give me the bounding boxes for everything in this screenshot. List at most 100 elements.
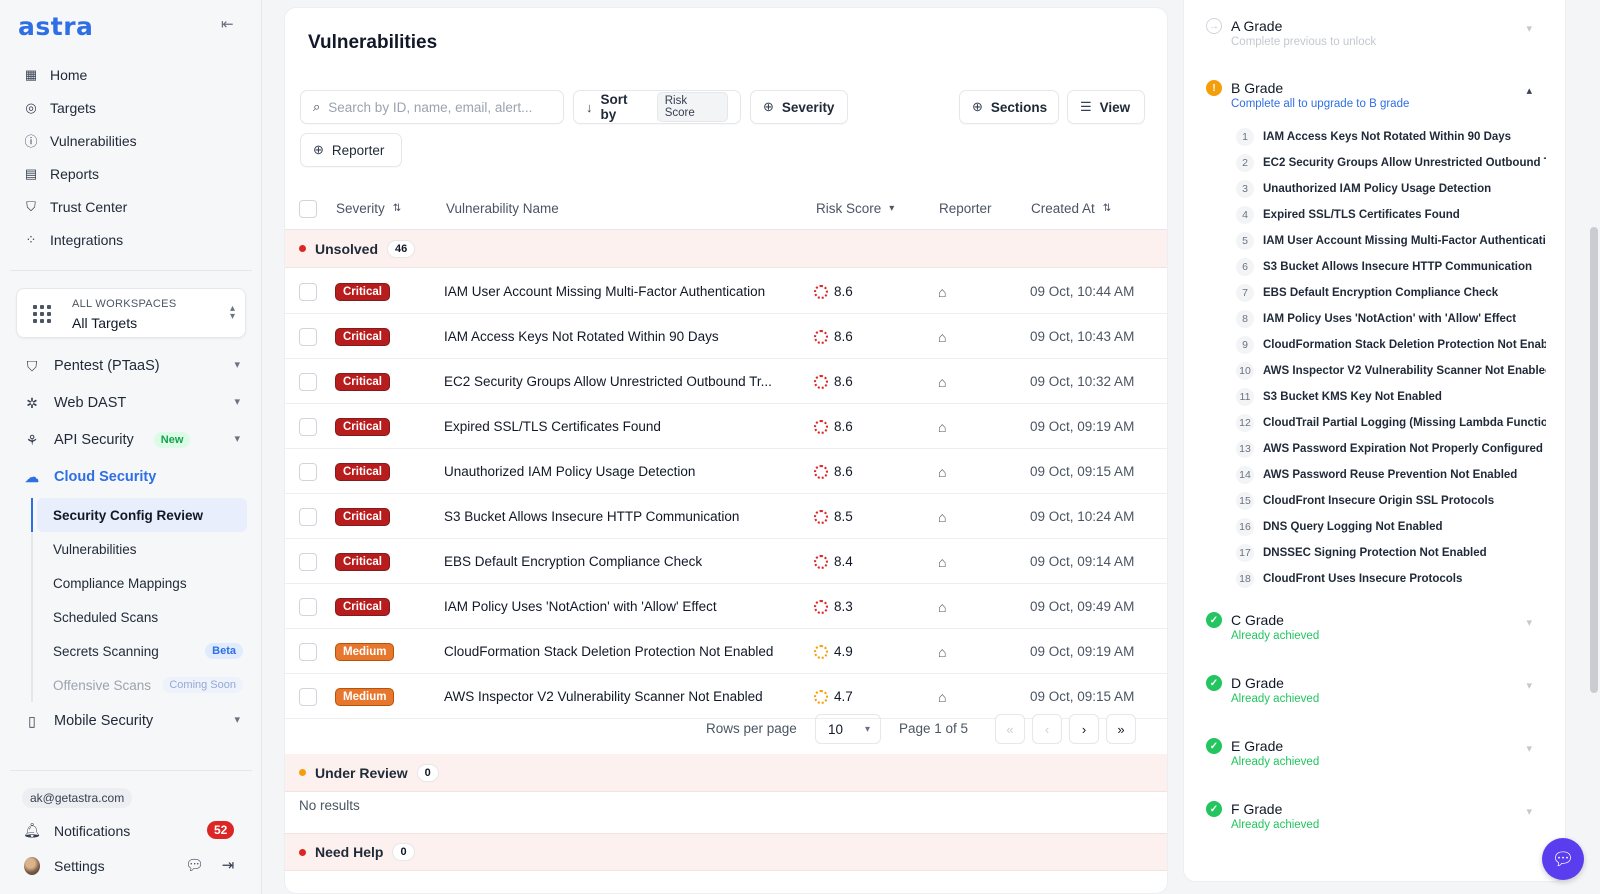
search-box[interactable]: ⌕ [300,90,564,124]
table-row[interactable]: Critical IAM Policy Uses 'NotAction' with… [285,584,1167,629]
nav-targets[interactable]: ◎ Targets [0,91,262,124]
vulnerability-name[interactable]: EC2 Security Groups Allow Unrestricted O… [444,374,772,389]
nav-integrations[interactable]: ⁘ Integrations [0,223,262,256]
chat-support-icon[interactable]: 💬︎ [1542,838,1584,880]
collapse-sidebar-icon[interactable]: ⇤ [221,16,234,33]
group-web-dast[interactable]: ✲ Web DAST ▾ [0,385,262,421]
page-scrollbar[interactable] [1588,0,1600,894]
nav-home[interactable]: ▦ Home [0,58,262,91]
scroll-thumb[interactable] [1590,227,1598,693]
last-page-button[interactable]: » [1106,714,1136,744]
vulnerability-name[interactable]: IAM Policy Uses 'NotAction' with 'Allow'… [444,599,717,614]
sort-button[interactable]: ↓ Sort by Risk Score [573,90,741,124]
column-risk-score[interactable]: Risk Score ▾ [816,201,894,216]
grade-issue-item[interactable]: 15 CloudFront Insecure Origin SSL Protoco… [1236,488,1546,514]
table-row[interactable]: Medium AWS Inspector V2 Vulnerability Sca… [285,674,1167,719]
row-checkbox[interactable] [299,687,317,706]
vulnerability-name[interactable]: EBS Default Encryption Compliance Check [444,554,703,569]
grade-issue-item[interactable]: 7 EBS Default Encryption Compliance Check [1236,280,1546,306]
logout-icon[interactable]: ⇥ [221,857,235,874]
workspace-selector[interactable]: ALL WORKSPACES All Targets ▴ ▾ [16,288,246,338]
nav-vulnerabilities[interactable]: ⓘ Vulnerabilities [0,124,262,157]
subnav-vulnerabilities[interactable]: Vulnerabilities [33,532,251,566]
grade-issue-item[interactable]: 17 DNSSEC Signing Protection Not Enabled [1236,540,1546,566]
astra-logo[interactable]: astra [18,12,94,41]
grade-subtitle: Already achieved [1231,630,1320,642]
table-row[interactable]: Critical S3 Bucket Allows Insecure HTTP C… [285,494,1167,539]
subnav-scheduled-scans[interactable]: Scheduled Scans [33,600,251,634]
column-created-at[interactable]: Created At ⇅ [1031,201,1111,216]
grade-issue-item[interactable]: 8 IAM Policy Uses 'NotAction' with 'Allow… [1236,306,1546,332]
vulnerability-name[interactable]: IAM User Account Missing Multi-Factor Au… [444,284,766,299]
help-chat-icon[interactable]: 💬︎ [185,857,205,874]
grade-issue-item[interactable]: 12 CloudTrail Partial Logging (Missing La… [1236,410,1546,436]
vulnerability-name[interactable]: S3 Bucket Allows Insecure HTTP Communica… [444,509,740,524]
severity-badge: Medium [335,687,395,706]
row-checkbox[interactable] [299,642,317,661]
column-severity[interactable]: Severity ⇅ [336,201,401,216]
table-row[interactable]: Critical IAM User Account Missing Multi-F… [285,269,1167,314]
row-checkbox[interactable] [299,462,317,481]
row-checkbox[interactable] [299,552,317,571]
grade-issue-item[interactable]: 13 AWS Password Expiration Not Properly C… [1236,436,1546,462]
view-button[interactable]: ☰ View [1067,90,1145,124]
row-checkbox[interactable] [299,372,317,391]
row-checkbox[interactable] [299,417,317,436]
vulnerability-name[interactable]: Unauthorized IAM Policy Usage Detection [444,464,696,479]
grade-issue-item[interactable]: 18 CloudFront Uses Insecure Protocols [1236,566,1546,592]
prev-page-button[interactable]: ‹ [1032,714,1062,744]
settings-link[interactable]: Settings [24,857,105,875]
grade-issue-item[interactable]: 10 AWS Inspector V2 Vulnerability Scanner… [1236,358,1546,384]
row-checkbox[interactable] [299,282,317,301]
shield-alert-icon: ⛉ [26,357,38,374]
table-row[interactable]: Medium CloudFormation Stack Deletion Prot… [285,629,1167,674]
grade-issue-item[interactable]: 14 AWS Password Reuse Prevention Not Enab… [1236,462,1546,488]
table-row[interactable]: Critical IAM Access Keys Not Rotated With… [285,314,1167,359]
subnav-secrets-scanning[interactable]: Secrets Scanning Beta [33,634,251,668]
group-cloud-security[interactable]: ☁ Cloud Security [0,459,262,495]
grade-issue-item[interactable]: 16 DNS Query Logging Not Enabled [1236,514,1546,540]
section-need-help[interactable]: Need Help 0 [285,833,1167,871]
grade-subtitle: Complete previous to unlock [1231,36,1377,48]
nav-trust-center[interactable]: ⛉ Trust Center [0,190,262,223]
nav-label: Vulnerabilities [50,132,137,149]
row-checkbox[interactable] [299,327,317,346]
grade-issue-item[interactable]: 2 EC2 Security Groups Allow Unrestricted … [1236,150,1546,176]
search-input[interactable] [328,99,549,115]
notifications-link[interactable]: 🔔︎ Notifications [23,822,130,839]
grade-issue-item[interactable]: 9 CloudFormation Stack Deletion Protectio… [1236,332,1546,358]
severity-filter-button[interactable]: ⊕ Severity [750,90,848,124]
row-checkbox[interactable] [299,597,317,616]
vulnerability-name[interactable]: IAM Access Keys Not Rotated Within 90 Da… [444,329,719,344]
table-row[interactable]: Critical EBS Default Encryption Complianc… [285,539,1167,584]
column-label: Vulnerability Name [446,201,559,216]
table-row[interactable]: Critical EC2 Security Groups Allow Unrest… [285,359,1167,404]
next-page-button[interactable]: › [1069,714,1099,744]
first-page-button[interactable]: « [995,714,1025,744]
subnav-compliance-mappings[interactable]: Compliance Mappings [33,566,251,600]
section-unsolved[interactable]: Unsolved 46 [285,230,1167,268]
grade-issue-item[interactable]: 5 IAM User Account Missing Multi-Factor A… [1236,228,1546,254]
grade-issue-item[interactable]: 4 Expired SSL/TLS Certificates Found [1236,202,1546,228]
grade-issue-item[interactable]: 3 Unauthorized IAM Policy Usage Detection [1236,176,1546,202]
rows-per-page-select[interactable]: 10 ▾ [815,714,881,744]
sections-button[interactable]: ⊕ Sections [959,90,1059,124]
reporter-filter-button[interactable]: ⊕ Reporter [300,133,402,167]
group-api-security[interactable]: ⚘ API Security New ▾ [0,422,262,458]
group-pentest[interactable]: ⛉ Pentest (PTaaS) ▾ [0,348,262,384]
section-under-review[interactable]: Under Review 0 [285,754,1167,792]
grade-issue-item[interactable]: 11 S3 Bucket KMS Key Not Enabled [1236,384,1546,410]
table-row[interactable]: Critical Expired SSL/TLS Certificates Fou… [285,404,1167,449]
select-all-checkbox[interactable] [299,199,317,218]
vulnerability-name[interactable]: Expired SSL/TLS Certificates Found [444,419,661,434]
grade-issue-item[interactable]: 1 IAM Access Keys Not Rotated Within 90 D… [1236,124,1546,150]
grade-issue-item[interactable]: 6 S3 Bucket Allows Insecure HTTP Communic… [1236,254,1546,280]
vulnerability-name[interactable]: AWS Inspector V2 Vulnerability Scanner N… [444,689,763,704]
row-checkbox[interactable] [299,507,317,526]
table-row[interactable]: Critical Unauthorized IAM Policy Usage De… [285,449,1167,494]
nav-reports[interactable]: ▤ Reports [0,157,262,190]
vulnerability-name[interactable]: CloudFormation Stack Deletion Protection… [444,644,774,659]
group-mobile-security[interactable]: ▯ Mobile Security ▾ [0,703,262,739]
issue-title: AWS Inspector V2 Vulnerability Scanner N… [1263,365,1546,377]
subnav-security-config-review[interactable]: Security Config Review [31,498,247,532]
